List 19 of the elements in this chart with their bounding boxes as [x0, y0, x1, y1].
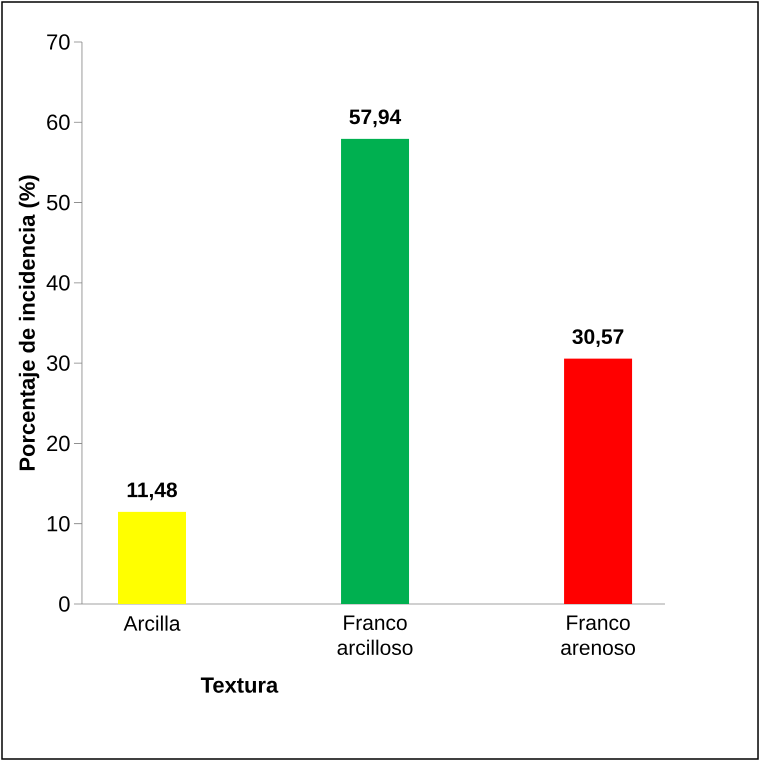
bar — [118, 512, 186, 604]
x-axis-title: Textura — [200, 678, 278, 693]
y-axis-title: Porcentaje de incidencia (%) — [18, 176, 40, 470]
y-tick-label: 50 — [46, 194, 70, 210]
y-tick-label: 20 — [47, 436, 70, 452]
x-tick-label: Arcilla — [124, 616, 180, 631]
bar — [341, 138, 410, 604]
x-tick-label: Franco arcilloso — [338, 616, 412, 656]
data-label: 30,57 — [572, 329, 624, 348]
y-tick-label: 0 — [59, 596, 70, 612]
y-tick-label: 30 — [46, 355, 70, 371]
y-tick-label: 40 — [46, 275, 70, 291]
data-label: 11,48 — [128, 482, 177, 500]
y-tick-label: 70 — [47, 34, 70, 50]
bar — [564, 358, 632, 604]
data-label: 57,94 — [349, 109, 402, 128]
y-tick-label: 60 — [47, 114, 70, 130]
y-tick-label: 10 — [48, 516, 70, 532]
x-tick-label: Franco arenoso — [561, 616, 635, 656]
